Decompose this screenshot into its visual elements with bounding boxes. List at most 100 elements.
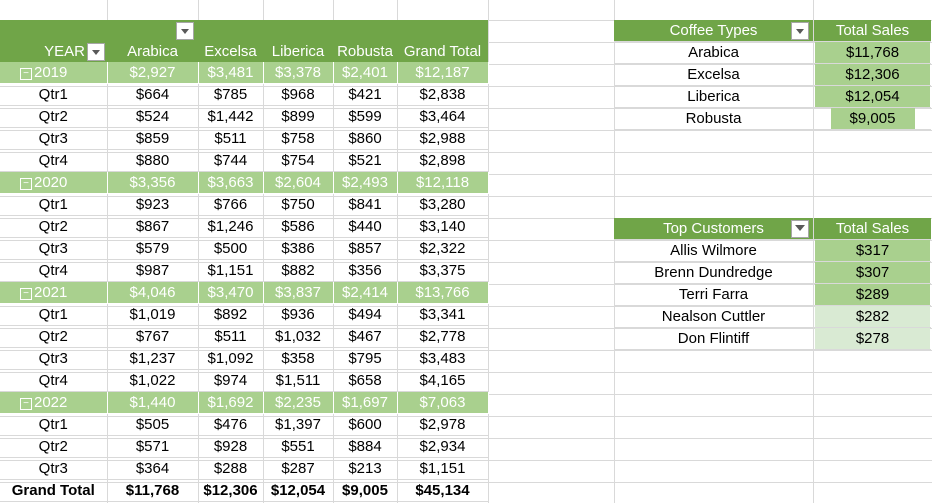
year-total-cell: $13,766 (397, 281, 489, 304)
row-value: $12,306 (813, 63, 931, 86)
value-cell: $857 (333, 237, 398, 260)
year-total-cell: $3,470 (198, 281, 264, 304)
pivot-header-top (0, 20, 488, 41)
value-cell: $1,032 (263, 325, 334, 348)
year-total-cell: $1,697 (333, 391, 398, 414)
grand-total-cell: $9,005 (333, 479, 398, 502)
value-cell: $571 (107, 435, 199, 458)
value-cell: $1,246 (198, 215, 264, 238)
quarter-label: Qtr1 (0, 83, 108, 106)
year-total-cell: $3,378 (263, 62, 334, 84)
value-cell: $600 (333, 413, 398, 436)
value-cell: $2,988 (397, 127, 489, 150)
quarter-label: Qtr3 (0, 347, 108, 370)
quarter-label: Qtr1 (0, 303, 108, 326)
row-label: Nealson Cuttler (614, 305, 814, 328)
quarter-label: Qtr1 (0, 193, 108, 216)
value-cell: $3,280 (397, 193, 489, 216)
value-cell: $467 (333, 325, 398, 348)
value-cell: $521 (333, 149, 398, 172)
collapse-minus-icon[interactable]: − (20, 178, 32, 190)
header-cell (397, 20, 488, 41)
value-cell: $586 (263, 215, 334, 238)
header-label: Top Customers (663, 220, 764, 237)
coffee_types-row: Liberica $12,054 (614, 85, 931, 108)
year-row: −2021 $4,046 $3,470 $3,837 $2,414 $13,766 (0, 281, 489, 304)
quarter-label: Qtr2 (0, 215, 108, 238)
header-cell (107, 20, 198, 41)
value-cell: $1,092 (198, 347, 264, 370)
year-cell[interactable]: −2021 (0, 281, 108, 304)
year-label: 2021 (34, 284, 68, 301)
value-cell: $968 (263, 83, 334, 106)
coffee_types-header-value: Total Sales (813, 20, 931, 42)
value-cell: $579 (107, 237, 199, 260)
value-cell: $859 (107, 127, 199, 150)
coffee_types-row: Excelsa $12,306 (614, 63, 931, 86)
year-total-cell: $7,063 (397, 391, 489, 414)
value-cell: $923 (107, 193, 199, 216)
value-cell: $928 (198, 435, 264, 458)
value-cell: $213 (333, 457, 398, 480)
value-cell: $767 (107, 325, 199, 348)
row-label: Robusta (614, 107, 814, 130)
year-row: −2020 $3,356 $3,663 $2,604 $2,493 $12,118 (0, 171, 489, 194)
row-label: Allis Wilmore (614, 239, 814, 262)
year-row: −2019 $2,927 $3,481 $3,378 $2,401 $12,187 (0, 62, 489, 84)
collapse-minus-icon[interactable]: − (20, 68, 32, 80)
data-bar: $289 (815, 284, 930, 305)
data-bar: $307 (815, 262, 930, 283)
data-bar: $317 (815, 240, 930, 261)
quarter-label: Qtr2 (0, 325, 108, 348)
row-label: Don Flintiff (614, 327, 814, 350)
quarter-label: Qtr4 (0, 149, 108, 172)
quarter-row: Qtr3 $579 $500 $386 $857 $2,322 (0, 237, 489, 260)
coffee_types-row: Robusta $9,005 (614, 107, 931, 130)
value-cell: $2,322 (397, 237, 489, 260)
value-cell: $3,140 (397, 215, 489, 238)
coffee_types-header-name[interactable]: Coffee Types (614, 20, 814, 42)
year-cell[interactable]: −2020 (0, 171, 108, 194)
quarter-label: Qtr2 (0, 435, 108, 458)
year-row: −2022 $1,440 $1,692 $2,235 $1,697 $7,063 (0, 391, 489, 414)
quarter-row: Qtr4 $1,022 $974 $1,511 $658 $4,165 (0, 369, 489, 392)
column-header: Liberica (263, 41, 333, 62)
value-cell: $511 (198, 325, 264, 348)
value-cell: $356 (333, 259, 398, 282)
quarter-row: Qtr4 $880 $744 $754 $521 $2,898 (0, 149, 489, 172)
value-cell: $524 (107, 105, 199, 128)
value-cell: $884 (333, 435, 398, 458)
year-total-cell: $12,187 (397, 62, 489, 84)
top_customers-header-name[interactable]: Top Customers (614, 218, 814, 240)
top_customers-row: Nealson Cuttler $282 (614, 305, 931, 328)
column-header-label: Robusta (337, 43, 393, 60)
year-total-cell: $3,356 (107, 171, 199, 194)
year-total-cell: $1,440 (107, 391, 199, 414)
year-cell[interactable]: −2022 (0, 391, 108, 414)
row-value: $278 (813, 327, 931, 350)
header-cell (263, 20, 333, 41)
dropdown-arrow-icon[interactable] (176, 22, 194, 41)
year-cell[interactable]: −2019 (0, 62, 108, 84)
quarter-row: Qtr2 $867 $1,246 $586 $440 $3,140 (0, 215, 489, 238)
filter-icon[interactable] (791, 220, 809, 238)
top_customers-row: Don Flintiff $278 (614, 327, 931, 350)
column-header: Arabica (107, 41, 198, 62)
column-header[interactable]: YEAR (0, 41, 107, 62)
quarter-row: Qtr3 $859 $511 $758 $860 $2,988 (0, 127, 489, 150)
dropdown-arrow-icon[interactable] (791, 22, 809, 40)
value-cell: $599 (333, 105, 398, 128)
collapse-minus-icon[interactable]: − (20, 288, 32, 300)
grand-total-row: Grand Total $11,768 $12,306 $12,054 $9,005 $4… (0, 479, 489, 502)
value-cell: $288 (198, 457, 264, 480)
dropdown-arrow-icon[interactable] (87, 43, 105, 62)
pivot-header-row: YEAR Arabica Excelsa Liberica Robusta Grand T… (0, 41, 488, 62)
quarter-row: Qtr1 $923 $766 $750 $841 $3,280 (0, 193, 489, 216)
value-cell: $1,442 (198, 105, 264, 128)
row-label: Excelsa (614, 63, 814, 86)
quarter-row: Qtr2 $524 $1,442 $899 $599 $3,464 (0, 105, 489, 128)
header-cell (333, 20, 397, 41)
collapse-minus-icon[interactable]: − (20, 398, 32, 410)
value-cell: $4,165 (397, 369, 489, 392)
